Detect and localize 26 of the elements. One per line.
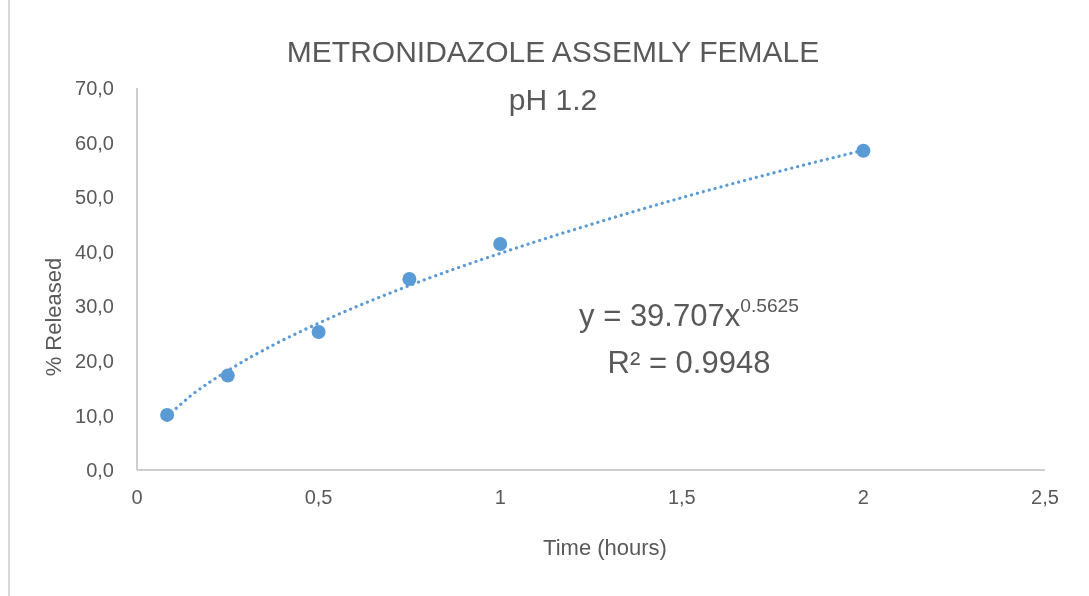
x-tick-label: 1,5 bbox=[667, 486, 696, 509]
y-axis-title: % Released bbox=[41, 257, 67, 377]
y-tick-label: 30,0 bbox=[75, 295, 114, 318]
point bbox=[402, 272, 417, 286]
y-tick-label: 40,0 bbox=[75, 240, 114, 263]
point bbox=[856, 143, 871, 158]
y-tick-label: 10,0 bbox=[75, 404, 114, 427]
x-axis-title: Time (hours) bbox=[543, 534, 667, 562]
annotation: y = 39.707x$^{0.5625}$ bbox=[579, 293, 799, 335]
x-tick-label: 2,5 bbox=[1031, 486, 1059, 509]
chart-title: METRONIDAZOLE ASSEMLY FEMALE bbox=[286, 34, 820, 70]
y-tick-label: 20,0 bbox=[75, 349, 114, 372]
x-tick-label: 0 bbox=[131, 486, 143, 509]
x-tick-label: 1 bbox=[494, 486, 506, 509]
y-tick-label: 70,0 bbox=[75, 77, 114, 100]
y-tick-label: 60,0 bbox=[75, 131, 114, 154]
y-tick-label: 0,0 bbox=[86, 459, 114, 482]
point bbox=[493, 237, 508, 252]
point bbox=[160, 407, 175, 422]
x-tick-label: 2 bbox=[857, 486, 869, 509]
x-tick-label: 0,5 bbox=[304, 486, 333, 509]
annotation: R² = 0.9948 bbox=[607, 344, 771, 382]
point bbox=[220, 368, 235, 383]
point bbox=[311, 324, 326, 339]
y-tick-label: 50,0 bbox=[75, 186, 114, 209]
chart-subtitle: pH 1.2 bbox=[508, 82, 598, 118]
